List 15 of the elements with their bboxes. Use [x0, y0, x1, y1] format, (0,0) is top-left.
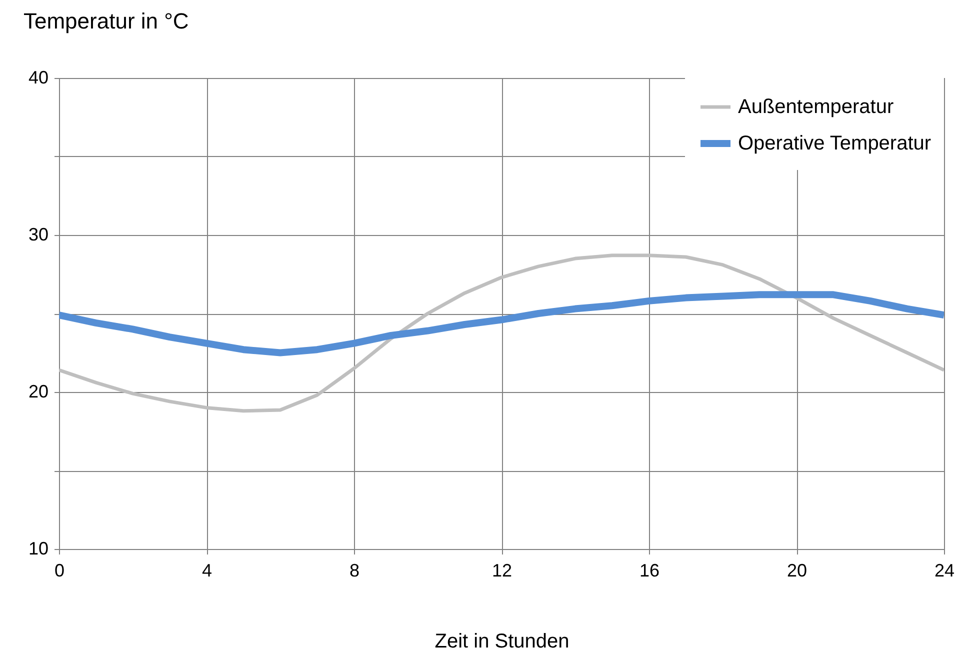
- x-tick-label: 20: [786, 560, 808, 580]
- x-tick-label: 12: [492, 560, 512, 580]
- x-tick-label: 8: [349, 560, 360, 580]
- y-tick-label: 40: [28, 68, 48, 88]
- x-tick-label: 16: [639, 560, 660, 580]
- y-tick-label: 20: [28, 382, 48, 402]
- legend-label: Operative Temperatur: [738, 132, 932, 154]
- x-tick-label: 4: [202, 560, 212, 580]
- x-tick-label: 0: [54, 560, 65, 580]
- y-axis-title: Temperatur in °C: [24, 8, 189, 34]
- legend-label: Außentemperatur: [738, 96, 894, 118]
- x-axis-title: Zeit in Stunden: [434, 630, 570, 652]
- y-tick-label: 30: [28, 224, 48, 244]
- x-tick-label: 24: [934, 560, 955, 580]
- y-tick-label: 10: [28, 538, 48, 558]
